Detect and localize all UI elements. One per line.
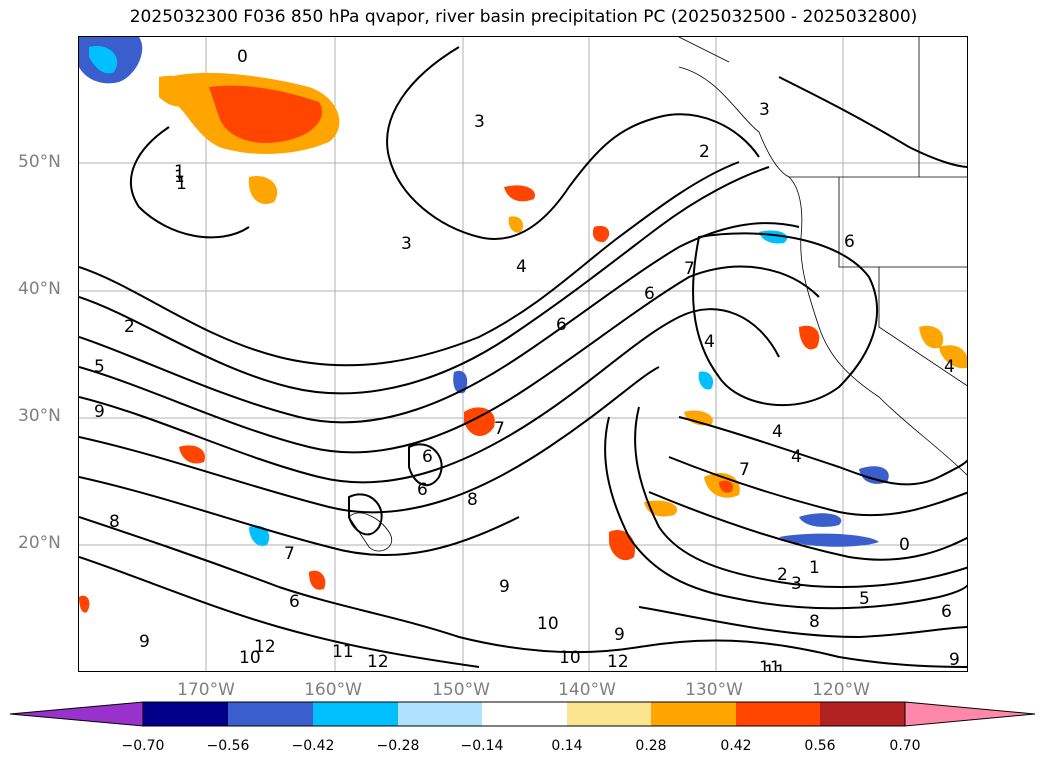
coastlines: [348, 37, 967, 552]
contour-label: 10: [239, 648, 261, 668]
colorbar-bin: [736, 702, 820, 726]
colorbar-bin: [313, 702, 398, 726]
colorbar-tick: 0.28: [635, 738, 667, 754]
lat-label-20n: 20°N: [18, 533, 61, 553]
colorbar-tick: 0.56: [804, 738, 836, 754]
colorbar-tick: −0.42: [291, 738, 335, 754]
colorbar-bin: [398, 702, 482, 726]
contour-label: 12: [254, 637, 276, 657]
contour-label: 4: [772, 422, 783, 442]
qvapor-contours: [79, 46, 967, 668]
colorbar: [9, 701, 1036, 727]
lat-label-50n: 50°N: [18, 152, 61, 172]
contour-label: 2: [777, 565, 788, 585]
contour-label: 6: [417, 480, 428, 500]
lon-label-140w: 140°W: [558, 680, 616, 700]
contour-label: 9: [139, 632, 150, 652]
colorbar-bin: [567, 702, 651, 726]
contour-label: 1: [174, 162, 185, 182]
contour-label: 7: [494, 419, 505, 439]
colorbar-tick: −0.56: [206, 738, 250, 754]
contour-label: 0: [237, 47, 248, 67]
contour-label: 6: [941, 602, 952, 622]
colorbar-tick: 0.14: [551, 738, 583, 754]
contour-label: 6: [556, 315, 567, 335]
contour-label: 10: [559, 648, 581, 668]
colorbar-tick: 0.42: [720, 738, 752, 754]
colorbar-tick: −0.14: [460, 738, 504, 754]
contour-label: 8: [109, 512, 120, 532]
contour-label: 5: [94, 357, 105, 377]
colorbar-under-extend: [9, 701, 144, 727]
contour-label: 3: [791, 574, 802, 594]
contour-label: 4: [944, 357, 955, 377]
contour-label: 9: [499, 577, 510, 597]
lon-label-160w: 160°W: [304, 680, 362, 700]
contour-label: 4: [516, 257, 527, 277]
lat-label-30n: 30°N: [18, 406, 61, 426]
contour-label: 12: [607, 652, 629, 672]
contour-label: 6: [644, 284, 655, 304]
contour-label: 1: [809, 558, 820, 578]
contour-label: 3: [401, 234, 412, 254]
contour-label: 11: [759, 658, 781, 672]
colorbar-bin: [651, 702, 736, 726]
contour-label: 7: [739, 460, 750, 480]
contour-label: 9: [949, 650, 960, 670]
contour-label: 0: [899, 535, 910, 555]
contour-label: 7: [284, 544, 295, 564]
contour-label: 4: [704, 332, 715, 352]
lat-label-40n: 40°N: [18, 279, 61, 299]
map-panel: 0 1 2 2 3 3 3 1 4 4 4 4 6 7 6 7 6 8 9 9 …: [78, 36, 968, 672]
contour-label: 2: [124, 317, 135, 337]
contour-label: 2: [699, 142, 710, 162]
contour-label: 11: [764, 662, 786, 672]
colorbar-bin: [482, 702, 567, 726]
map-title: 2025032300 F036 850 hPa qvapor, river ba…: [129, 7, 918, 27]
colorbar-bin: [228, 702, 313, 726]
lon-label-170w: 170°W: [177, 680, 235, 700]
contour-label: 10: [537, 614, 559, 634]
contour-label: 1: [174, 167, 185, 187]
contour-label: 8: [809, 612, 820, 632]
contour-labels: 0 1 2 2 3 3 3 1 4 4 4 4 6 7 6 7 6 8 9 9 …: [94, 47, 960, 672]
contour-label: 6: [844, 232, 855, 252]
map-canvas: 0 1 2 2 3 3 3 1 4 4 4 4 6 7 6 7 6 8 9 9 …: [79, 37, 967, 672]
lon-label-130w: 130°W: [685, 680, 743, 700]
contour-label: 12: [367, 652, 389, 672]
contour-label: 7: [684, 259, 695, 279]
contour-label: 11: [332, 642, 354, 662]
contour-label: 5: [859, 589, 870, 609]
colorbar-bin: [820, 702, 905, 726]
lon-label-150w: 150°W: [432, 680, 490, 700]
lon-label-120w: 120°W: [812, 680, 870, 700]
contour-label: 6: [289, 592, 300, 612]
colorbar-outline: [142, 701, 906, 727]
contour-label: 9: [614, 625, 625, 645]
colorbar-tick: −0.70: [121, 738, 165, 754]
contour-label: 6: [422, 447, 433, 467]
contour-label: 1: [176, 174, 187, 194]
contour-label: 9: [94, 402, 105, 422]
colorbar-bin: [143, 702, 228, 726]
colorbar-over-extend: [904, 701, 1036, 727]
precip-shading: [79, 37, 967, 613]
colorbar-tick: 0.70: [889, 738, 921, 754]
contour-label: 3: [759, 100, 770, 120]
contour-label: 8: [467, 490, 478, 510]
contour-label: 4: [791, 447, 802, 467]
colorbar-tick: −0.28: [376, 738, 420, 754]
contour-label: 3: [474, 112, 485, 132]
